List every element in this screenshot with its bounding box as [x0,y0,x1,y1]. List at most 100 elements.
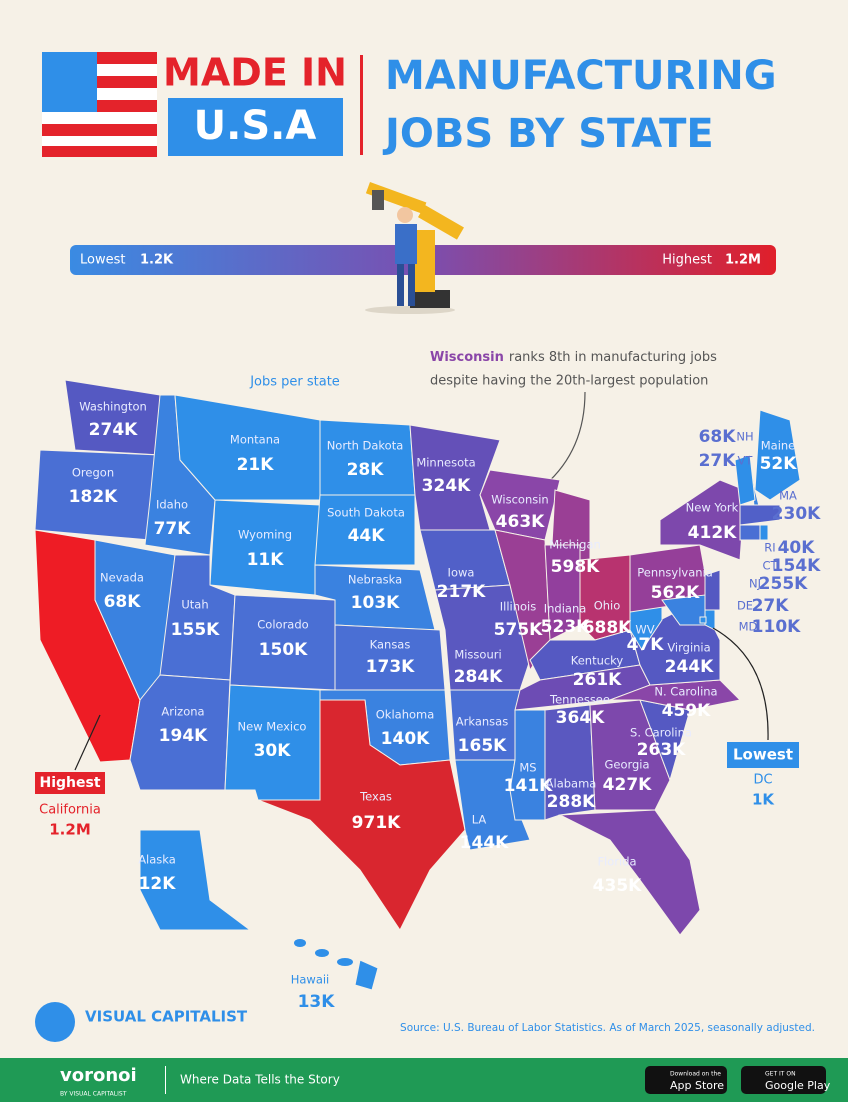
highest-label: Highest [39,775,100,791]
state-name: Kentucky [571,654,624,668]
state-name: Hawaii [291,973,330,987]
state-value: 523K [541,617,590,637]
state-value: 11K [247,550,285,570]
state-value: 40K [778,538,816,558]
state-name: Texas [359,790,392,804]
state-name: Arkansas [456,715,508,729]
state [139,829,252,931]
state-value: 140K [381,729,430,749]
state-value: 261K [573,670,622,690]
state-name: Maine [761,439,796,453]
state [734,454,756,506]
state-name: Illinois [500,600,537,614]
state-name: Minnesota [416,456,475,470]
voronoi: voronoi [60,1065,137,1086]
state-name: CT [762,559,778,573]
state-value: 575K [494,620,543,640]
state-name: Pennsylvania [637,566,713,580]
state-name: Nebraska [348,573,402,587]
state-name: LA [472,813,487,827]
annotation-wisconsin: Wisconsin ranks 8th in manufacturing jobs [430,350,717,365]
lowest-box [727,742,799,768]
state-name: WV [635,623,654,637]
state [754,409,801,501]
state-name: Alaska [138,853,176,867]
legend-low-label: Lowest [80,253,125,268]
state-name: Missouri [454,648,501,662]
robot-illustration [365,182,464,314]
state-value: 68K [104,592,142,612]
state-value: 255K [759,574,808,594]
state-value: 230K [772,504,821,524]
state-name: NJ [749,577,761,591]
hawaii-islands [294,939,353,966]
state-name: Oklahoma [376,708,435,722]
title-1: MANUFACTURING [385,53,777,99]
state-value: 27K [752,596,790,616]
dc-value: 1K [752,791,775,809]
state-value: 28K [347,460,385,480]
lowest-label: Lowest [733,746,793,764]
state-value: 13K [298,992,336,1012]
state-value: 52K [760,454,798,474]
state-value: 144K [460,833,509,853]
state-value: 154K [772,556,821,576]
annotation-line-2: despite having the 20th-largest populati… [430,374,708,389]
state-name: Ohio [594,599,621,613]
jobs-per-state: Jobs per state [249,375,340,390]
state-name: Wyoming [238,528,292,542]
state [354,959,379,991]
state-name: Utah [181,598,208,612]
dc-name: DC [753,773,772,788]
state-name: Washington [79,400,147,414]
state [319,419,416,496]
state-value: 47K [627,635,665,655]
state-name: MS [519,761,536,775]
lowest-arrow [712,627,769,741]
state-value: 263K [637,740,686,760]
state-name: Colorado [257,618,308,632]
app-store-button[interactable] [645,1066,727,1094]
state-value: 562K [651,583,700,603]
state [129,674,231,791]
map: Washington 274K Oregon 182K Nevada 68K Idaho 77… [34,379,821,1012]
state-value: 194K [159,726,208,746]
state [209,499,321,596]
state [544,704,596,821]
state-name: Idaho [156,498,188,512]
vc-logo [35,1002,75,1042]
state-name: Indiana [544,602,587,616]
state-value: 173K [366,657,415,677]
california-name: California [39,803,101,818]
usa: U.S.A [194,103,317,149]
google-play: Google Play [765,1079,831,1092]
state-value: 463K [496,512,545,532]
state-name: RI [764,541,775,555]
state-value: 103K [351,593,400,613]
state-name: Arizona [161,705,204,719]
state-value: 971K [352,813,401,833]
state-value: 165K [458,736,507,756]
state-value: 44K [348,526,386,546]
state [558,809,701,936]
google-play-button[interactable] [741,1066,826,1094]
state-name: North Dakota [327,439,404,453]
app-store: App Store [670,1079,724,1092]
state-value: 435K [593,876,642,896]
state-name: Virginia [667,641,710,655]
title-2: JOBS BY STATE [382,111,714,157]
state [699,616,707,624]
state [174,394,321,501]
voronoi-by: BY VISUAL CAPITALIST [60,1091,127,1098]
usa-box [168,98,343,156]
flag [42,52,157,157]
state-value: 110K [752,617,801,637]
annotation-line-1: ranks 8th in manufacturing jobs [509,350,717,365]
state [739,504,781,526]
state-value: 77K [154,519,192,539]
state-value: 150K [259,640,308,660]
made-in: MADE IN [163,51,347,95]
state-name: Michigan [549,538,601,552]
state-name: MA [779,489,797,503]
